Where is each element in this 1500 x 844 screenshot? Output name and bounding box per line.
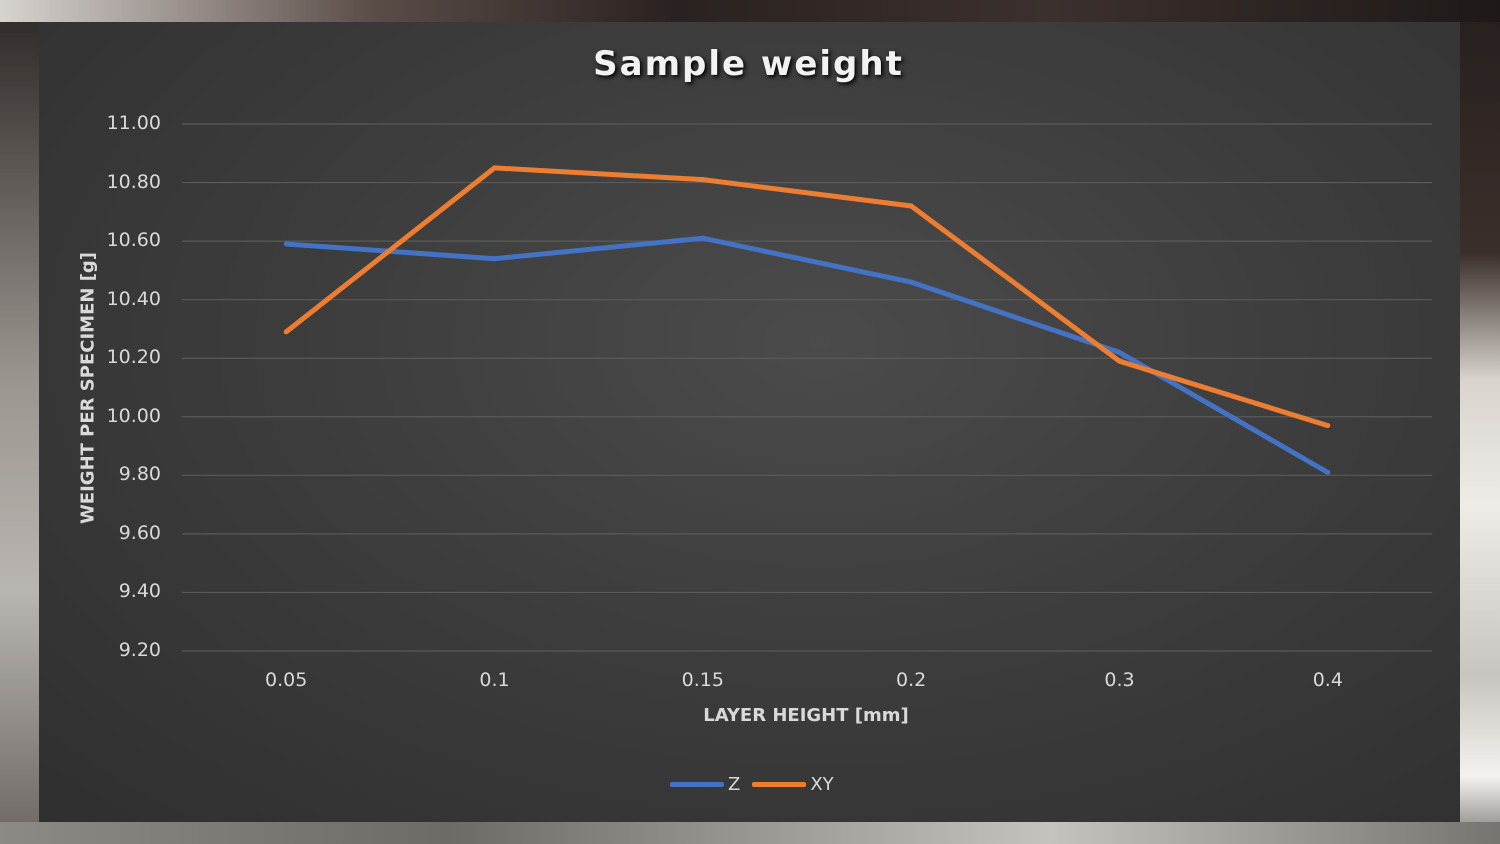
x-tick-label: 0.05	[265, 669, 308, 691]
data-point-xy	[700, 177, 706, 183]
legend-item-z: Z	[670, 774, 740, 795]
y-tick-label: 9.20	[118, 639, 161, 661]
y-tick-label: 10.40	[106, 287, 161, 310]
legend-swatch-z	[670, 782, 724, 787]
y-tick-label: 10.20	[106, 346, 161, 369]
legend-label-xy: XY	[810, 774, 834, 795]
data-point-xy	[1325, 423, 1331, 429]
data-point-xy	[908, 203, 914, 209]
x-tick-label: 0.1	[479, 669, 510, 691]
background-bottom	[0, 822, 1500, 844]
x-axis-label: LAYER HEIGHT [mm]	[703, 705, 909, 726]
data-point-z	[908, 279, 914, 285]
chart-panel	[39, 22, 1460, 822]
chart-title: Sample weight	[593, 44, 904, 84]
data-point-xy	[283, 329, 289, 335]
x-tick-label: 0.2	[896, 669, 927, 691]
y-tick-label: 10.60	[106, 229, 161, 252]
y-tick-label: 10.80	[106, 170, 161, 193]
y-tick-label: 11.00	[106, 112, 161, 134]
background-left	[0, 0, 40, 844]
background-top	[0, 0, 1500, 22]
data-point-z	[1117, 349, 1122, 355]
x-tick-label: 0.3	[1104, 669, 1135, 691]
legend-label-z: Z	[728, 774, 741, 795]
data-point-z	[283, 241, 289, 247]
data-point-z	[1325, 469, 1331, 475]
legend: Z XY	[670, 774, 846, 795]
y-tick-label: 9.40	[118, 580, 161, 603]
data-point-z	[700, 235, 706, 241]
x-tick-label: 0.4	[1312, 669, 1343, 691]
data-point-z	[492, 256, 497, 262]
series-line-z	[286, 235, 1330, 475]
legend-item-xy: XY	[752, 774, 834, 795]
x-tick-label: 0.15	[681, 669, 724, 691]
data-point-xy	[492, 165, 497, 171]
background-right	[1458, 0, 1500, 844]
y-tick-label: 9.80	[118, 463, 161, 486]
series-line-xy	[284, 165, 1329, 428]
y-tick-label: 10.00	[106, 404, 161, 427]
y-tick-label: 9.60	[118, 521, 161, 544]
data-point-xy	[1117, 358, 1122, 364]
legend-swatch-xy	[752, 782, 807, 787]
